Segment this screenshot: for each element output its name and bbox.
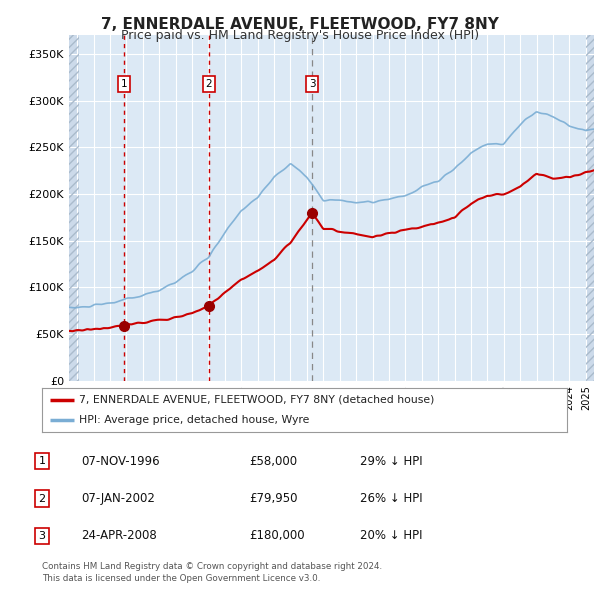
Text: £180,000: £180,000: [249, 529, 305, 542]
Text: 07-NOV-1996: 07-NOV-1996: [81, 455, 160, 468]
Text: 24-APR-2008: 24-APR-2008: [81, 529, 157, 542]
Text: 29% ↓ HPI: 29% ↓ HPI: [360, 455, 422, 468]
Text: 3: 3: [308, 79, 315, 89]
Text: 20% ↓ HPI: 20% ↓ HPI: [360, 529, 422, 542]
Text: HPI: Average price, detached house, Wyre: HPI: Average price, detached house, Wyre: [79, 415, 309, 425]
Bar: [69, 35, 79, 381]
Text: 07-JAN-2002: 07-JAN-2002: [81, 492, 155, 505]
Bar: [69, 35, 79, 381]
Text: £58,000: £58,000: [249, 455, 297, 468]
Text: Price paid vs. HM Land Registry's House Price Index (HPI): Price paid vs. HM Land Registry's House …: [121, 30, 479, 42]
Text: 7, ENNERDALE AVENUE, FLEETWOOD, FY7 8NY: 7, ENNERDALE AVENUE, FLEETWOOD, FY7 8NY: [101, 17, 499, 31]
Text: 2: 2: [206, 79, 212, 89]
Text: Contains HM Land Registry data © Crown copyright and database right 2024.
This d: Contains HM Land Registry data © Crown c…: [42, 562, 382, 583]
Bar: [586, 35, 594, 381]
Text: 1: 1: [38, 457, 46, 466]
Text: 2: 2: [38, 494, 46, 503]
Text: 26% ↓ HPI: 26% ↓ HPI: [360, 492, 422, 505]
Bar: [586, 35, 594, 381]
Text: 1: 1: [121, 79, 127, 89]
Text: 3: 3: [38, 531, 46, 540]
Text: 7, ENNERDALE AVENUE, FLEETWOOD, FY7 8NY (detached house): 7, ENNERDALE AVENUE, FLEETWOOD, FY7 8NY …: [79, 395, 434, 405]
Text: £79,950: £79,950: [249, 492, 298, 505]
